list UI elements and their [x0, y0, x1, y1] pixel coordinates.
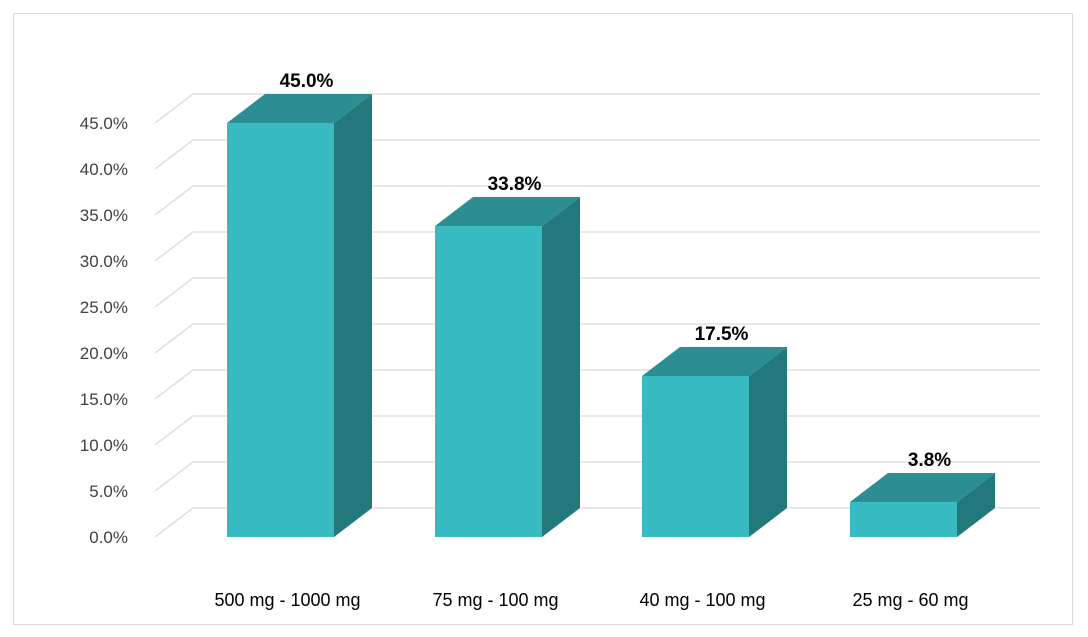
gridline — [154, 323, 1040, 354]
bar-side-face — [334, 94, 372, 537]
bar-front-face — [435, 226, 542, 538]
gridline — [154, 231, 1040, 262]
bar-top-face — [642, 347, 787, 376]
y-tick-label: 10.0% — [80, 436, 128, 455]
gridline — [154, 277, 1040, 308]
y-tick-label: 0.0% — [89, 528, 128, 547]
category-label: 500 mg - 1000 mg — [214, 590, 360, 610]
data-label: 17.5% — [695, 324, 749, 345]
y-tick-label: 5.0% — [89, 482, 128, 501]
y-tick-label: 30.0% — [80, 252, 128, 271]
bar-top-face — [435, 197, 580, 227]
category-label: 40 mg - 100 mg — [639, 590, 765, 610]
bar — [227, 94, 372, 537]
bar-front-face — [227, 123, 334, 537]
data-label: 45.0% — [280, 71, 334, 92]
bar — [642, 347, 787, 537]
gridline — [154, 185, 1040, 216]
bar-front-face — [642, 376, 749, 537]
category-label: 25 mg - 60 mg — [852, 590, 968, 610]
bar-side-face — [749, 347, 787, 537]
category-label: 75 mg - 100 mg — [432, 590, 558, 610]
y-tick-label: 25.0% — [80, 298, 128, 317]
y-axis-ticks: 0.0% 5.0% 10.0% 15.0% 20.0% 25.0% 30.0% 35.0% 40… — [80, 114, 128, 547]
bar-front-face — [850, 502, 957, 537]
bar — [850, 473, 995, 537]
data-labels: 45.0% 33.8% 17.5% 3.8% — [280, 71, 952, 471]
y-tick-label: 20.0% — [80, 344, 128, 363]
x-axis-categories: 500 mg - 1000 mg 75 mg - 100 mg 40 mg - 10… — [214, 590, 968, 610]
data-label: 33.8% — [488, 174, 542, 195]
bar-side-face — [542, 197, 580, 538]
y-tick-label: 45.0% — [80, 114, 128, 133]
bar-top-face — [227, 94, 372, 123]
bar-top-face — [850, 473, 995, 503]
bar-side-face — [957, 473, 995, 537]
data-label: 3.8% — [908, 450, 951, 471]
gridline — [154, 139, 1040, 170]
y-tick-label: 35.0% — [80, 206, 128, 225]
y-tick-label: 40.0% — [80, 160, 128, 179]
y-tick-label: 15.0% — [80, 390, 128, 409]
bar — [435, 197, 580, 538]
bars — [227, 94, 995, 538]
gridline — [154, 93, 1040, 124]
